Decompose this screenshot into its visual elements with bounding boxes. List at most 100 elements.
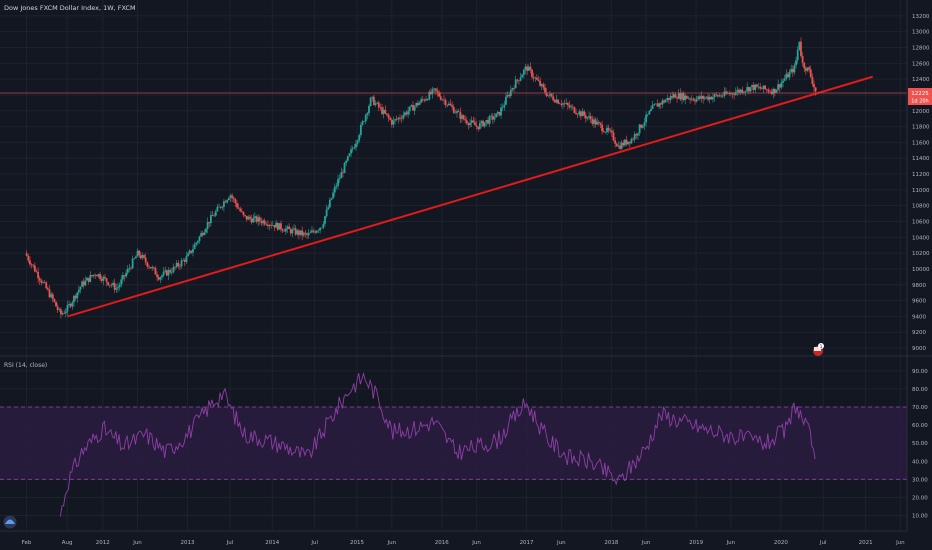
- alert-marker[interactable]: 1: [813, 343, 824, 356]
- candle-body: [408, 106, 411, 112]
- candle-body: [777, 84, 780, 90]
- candle-body: [123, 275, 126, 277]
- price-badge-box: [908, 88, 932, 105]
- candle-body: [472, 120, 475, 123]
- candle-body: [540, 84, 543, 86]
- candle-body: [588, 116, 590, 118]
- candle-body: [469, 122, 471, 126]
- candle-body: [495, 113, 498, 118]
- candle-body: [627, 141, 630, 145]
- candle-body: [244, 215, 247, 216]
- candle-body: [562, 103, 564, 105]
- time-tick-label: 2019: [689, 540, 703, 546]
- alert-count-bubble: [818, 343, 824, 349]
- candle-body: [811, 76, 814, 84]
- candle-body: [804, 68, 807, 71]
- candle-body: [159, 277, 162, 280]
- candle-body: [674, 94, 677, 98]
- candle-body: [201, 233, 204, 236]
- candle-body: [653, 104, 656, 106]
- candle-body: [793, 65, 796, 73]
- candle-body: [177, 262, 180, 267]
- candle-body: [518, 80, 520, 82]
- rsi-tick-label: 30.00: [912, 477, 928, 483]
- price-tick-label: 13200: [912, 14, 930, 20]
- candle-body: [63, 313, 66, 314]
- candle-body: [413, 106, 416, 111]
- candle-body: [762, 85, 765, 90]
- support-trendline[interactable]: [67, 75, 873, 318]
- candle-body: [522, 69, 525, 75]
- candle-body: [451, 105, 454, 108]
- price-tick-label: 10600: [912, 220, 930, 226]
- candle-body: [801, 55, 804, 63]
- candle-body: [110, 284, 113, 286]
- candle-body: [599, 123, 602, 125]
- candle-body: [475, 125, 478, 127]
- candle-body: [118, 284, 121, 288]
- time-axis[interactable]: Feb Aug 2012 Jun 2013 Jul 2014 Jul 2015 Jun 2016 Ju…: [22, 540, 906, 546]
- candle-body: [369, 97, 372, 107]
- candle-body: [576, 113, 579, 115]
- candle-body: [38, 278, 41, 281]
- candle-body: [433, 88, 436, 90]
- candle-body: [64, 311, 67, 314]
- candle-body: [632, 138, 634, 140]
- time-tick-label: 2012: [96, 540, 110, 546]
- candle-body: [45, 282, 48, 289]
- price-tick-label: 12800: [912, 46, 930, 52]
- candle-body: [689, 98, 692, 100]
- last-price-value: 12225: [911, 91, 929, 97]
- time-tick-label: 2013: [181, 540, 195, 546]
- candle-body: [90, 275, 93, 277]
- candle-body: [713, 94, 716, 98]
- candle-body: [557, 99, 559, 104]
- candle-body: [283, 230, 286, 232]
- candle-body: [439, 96, 442, 100]
- candle-body: [136, 250, 139, 257]
- price-tick-label: 10200: [912, 251, 930, 257]
- candle-body: [348, 153, 351, 157]
- candle-body: [630, 138, 633, 144]
- candle-body: [73, 295, 75, 303]
- time-tick-label: Jul: [310, 540, 318, 546]
- rsi-label: RSI (14, close): [4, 362, 47, 369]
- candle-body: [796, 50, 799, 61]
- candle-body: [157, 277, 160, 280]
- candle-body: [676, 97, 678, 99]
- candle-body: [387, 114, 390, 118]
- candle-body: [544, 87, 546, 93]
- candle-body: [302, 232, 305, 236]
- candle-body: [108, 284, 111, 286]
- candle-body: [48, 289, 51, 298]
- candle-body: [82, 281, 85, 286]
- candle-body: [593, 119, 595, 124]
- candle-body: [656, 103, 659, 107]
- candle-body: [128, 268, 131, 269]
- candle-body: [208, 222, 211, 224]
- rsi-tick-label: 70.00: [912, 405, 928, 411]
- tradingview-logo-icon[interactable]: [3, 515, 17, 529]
- candle-body: [752, 84, 755, 90]
- candle-body: [420, 99, 423, 103]
- candle-body: [646, 114, 649, 115]
- candle-body: [262, 220, 264, 224]
- candle-body: [723, 91, 726, 96]
- price-tick-label: 11600: [912, 140, 930, 146]
- candle-body: [780, 82, 783, 88]
- rsi-axis[interactable]: 10.00 20.00 30.00 40.00 50.00 60.00 70.00 80.00…: [912, 369, 928, 520]
- candle-body: [179, 266, 181, 267]
- time-tick-label: Aug: [62, 540, 73, 546]
- candle-body: [760, 88, 763, 90]
- candle-body: [139, 255, 142, 259]
- candle-body: [679, 93, 682, 100]
- candle-body: [467, 123, 470, 126]
- candle-body: [402, 115, 405, 119]
- candle-body: [550, 93, 553, 97]
- candle-body: [324, 216, 326, 224]
- candle-body: [738, 89, 740, 93]
- candle-body: [278, 223, 281, 230]
- candle-body: [501, 107, 504, 108]
- candle-body: [423, 99, 426, 101]
